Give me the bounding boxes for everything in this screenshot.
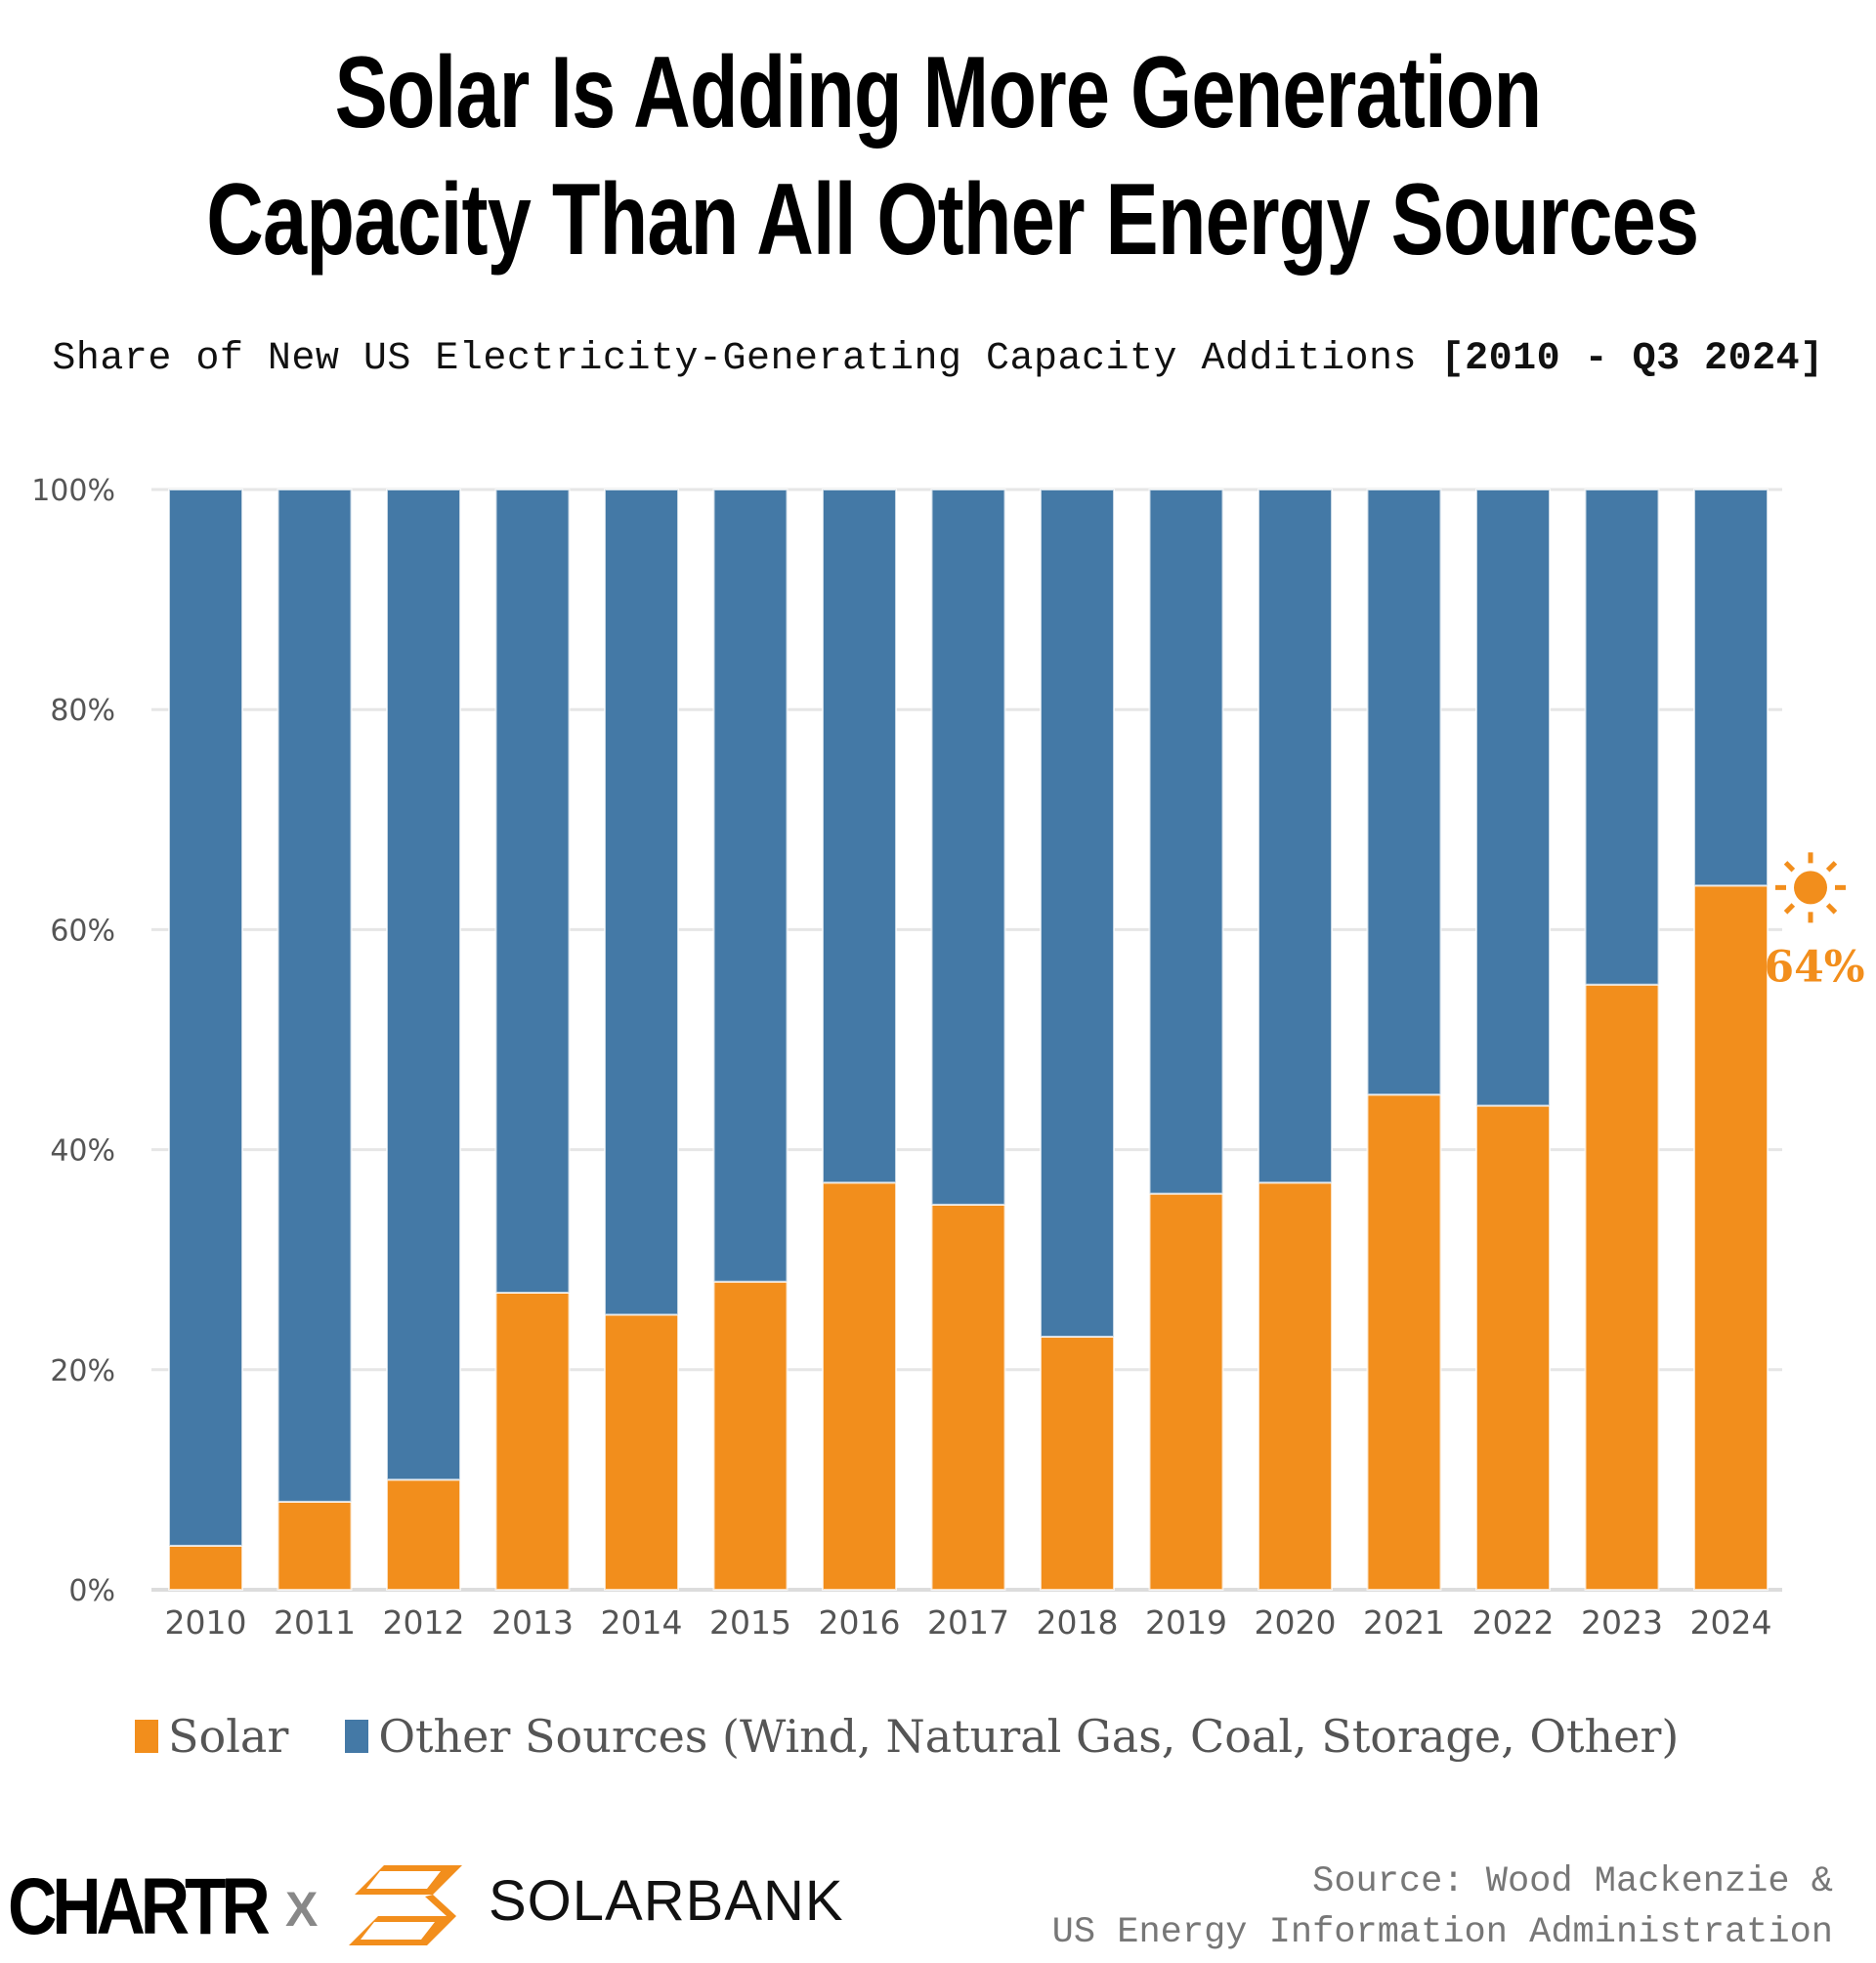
bar-solar-2012 [386, 1478, 461, 1592]
callout-value: 64% [1764, 942, 1864, 992]
bar-solar-2021 [1366, 1093, 1442, 1592]
sun-ray [1825, 861, 1838, 873]
x-tick-label: 2013 [491, 1603, 574, 1642]
sun-core [1794, 871, 1827, 905]
stacked-bar-chart: 0%20%40%60%80%100% 2010 2011 2012 2013 2014 2… [31, 474, 1865, 1642]
x-tick-label: 2014 [601, 1603, 683, 1642]
bar-other-2010 [168, 489, 243, 1547]
legend-swatch-other [345, 1720, 369, 1753]
bar-solar-2023 [1584, 983, 1660, 1591]
bar-other-2021 [1366, 489, 1442, 1096]
bar-solar-2019 [1148, 1192, 1224, 1591]
bar-other-2016 [822, 489, 897, 1184]
x-tick-label: 2018 [1037, 1603, 1119, 1642]
subtitle-date-range: [2010 - Q3 2024] [1440, 337, 1824, 381]
bar-other-2020 [1258, 489, 1333, 1184]
bar-solar-2018 [1040, 1336, 1115, 1592]
x-tick-label: 2019 [1145, 1603, 1227, 1642]
x-tick-label: 2024 [1690, 1603, 1772, 1642]
x-tick-label: 2015 [709, 1603, 791, 1642]
bar-other-2012 [386, 489, 461, 1481]
x-tick-label: 2016 [819, 1603, 901, 1642]
bar-solar-2015 [712, 1280, 789, 1591]
x-tick-label: 2022 [1472, 1603, 1555, 1642]
bar-solar-2016 [822, 1181, 897, 1591]
y-tick-label: 20% [50, 1354, 115, 1388]
subtitle-text: Share of New US Electricity-Generating C… [52, 337, 1441, 381]
bar-solar-2022 [1475, 1104, 1551, 1592]
sun-icon [1775, 852, 1846, 923]
x-tick-label: 2012 [383, 1603, 465, 1642]
bar-other-2014 [604, 489, 679, 1316]
x-tick-label: 2017 [927, 1603, 1009, 1642]
legend-item-solar: Solar [135, 1710, 288, 1763]
x-tick-label: 2010 [165, 1603, 247, 1642]
x-axis-ticks: 2010 2011 2012 2013 2014 2015 2016 2017 2018 2019… [165, 1603, 1772, 1642]
x-tick-label: 2021 [1363, 1603, 1445, 1642]
bar-other-2017 [930, 489, 1006, 1206]
bar-other-2024 [1693, 489, 1769, 887]
sun-ray [1825, 903, 1838, 915]
y-tick-label: 60% [50, 914, 115, 948]
source-line-2: US Energy Information Administration [1051, 1912, 1833, 1953]
x-tick-label: 2020 [1255, 1603, 1337, 1642]
bar-other-2023 [1584, 489, 1660, 986]
bar-solar-2011 [277, 1500, 353, 1592]
legend-label-solar: Solar [168, 1710, 289, 1763]
y-tick-label: 80% [50, 694, 115, 728]
bar-solar-2024 [1693, 884, 1769, 1591]
x-tick-label: 2011 [274, 1603, 356, 1642]
sun-ray [1783, 903, 1796, 915]
bar-other-2011 [277, 489, 353, 1503]
y-tick-label: 40% [50, 1134, 115, 1169]
source-note: Source: Wood Mackenzie & US Energy Infor… [1052, 1856, 1833, 1958]
chartr-logo: CHARTR [8, 1862, 271, 1951]
bar-other-2018 [1040, 489, 1115, 1339]
bar-solar-2014 [604, 1313, 679, 1591]
collab-separator: X [285, 1882, 319, 1937]
legend-swatch-solar [135, 1720, 158, 1753]
bar-solar-2010 [168, 1544, 243, 1591]
annotation-2024: 64% [1764, 852, 1865, 992]
bars [168, 489, 1769, 1592]
source-line-1: Source: Wood Mackenzie & [1312, 1861, 1833, 1902]
solarbank-logo-icon [349, 1865, 462, 1945]
bar-other-2015 [712, 489, 789, 1283]
bar-other-2019 [1148, 489, 1224, 1195]
x-tick-label: 2023 [1581, 1603, 1663, 1642]
bar-solar-2017 [930, 1203, 1006, 1592]
chart-title-line-1: Solar Is Adding More Generation [334, 36, 1543, 149]
y-axis-ticks: 0% 20% 40% 60% 80% 100% [31, 474, 115, 1608]
chart-subtitle: Share of New US Electricity-Generating C… [0, 337, 1876, 381]
bar-solar-2013 [494, 1291, 571, 1591]
bar-other-2022 [1475, 489, 1551, 1107]
bar-solar-2020 [1258, 1181, 1333, 1591]
chart-title-line-2: Capacity Than All Other Energy Sources [206, 163, 1699, 277]
legend: Solar Other Sources (Wind, Natural Gas, … [135, 1710, 1735, 1763]
sun-ray [1783, 861, 1796, 873]
legend-item-other: Other Sources (Wind, Natural Gas, Coal, … [345, 1710, 1679, 1763]
bar-other-2013 [494, 489, 571, 1294]
y-tick-label: 0% [68, 1574, 115, 1608]
solarbank-logo-text: SOLARBANK [489, 1869, 844, 1933]
legend-label-other: Other Sources (Wind, Natural Gas, Coal, … [378, 1710, 1680, 1763]
y-tick-label: 100% [31, 474, 115, 508]
